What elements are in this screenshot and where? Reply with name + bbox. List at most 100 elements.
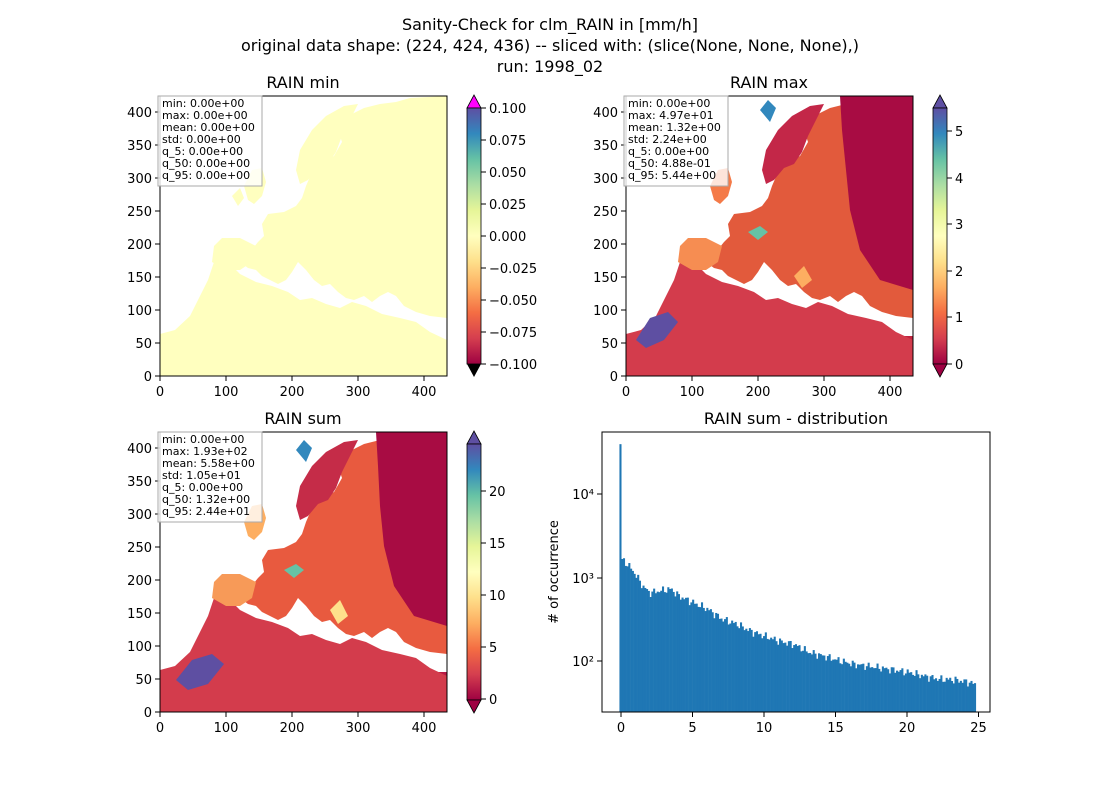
land-iberia <box>212 574 256 606</box>
histogram-bar <box>738 628 741 712</box>
histogram-bar <box>924 674 927 712</box>
histogram-bar <box>888 673 891 712</box>
panel-title-min: RAIN min <box>266 73 339 92</box>
histogram-bar <box>949 677 952 712</box>
histogram-bar <box>833 659 837 712</box>
histogram-bar <box>919 678 922 712</box>
ytick-label: 150 <box>127 271 152 286</box>
histogram-bar <box>656 591 659 712</box>
histogram-bar <box>621 558 624 712</box>
histogram-xticks <box>620 712 979 717</box>
histogram-title: RAIN sum - distribution <box>704 409 888 428</box>
colorbar-tick-label: 0.000 <box>489 230 526 245</box>
histogram-bar <box>700 602 704 712</box>
land-africa <box>160 598 447 712</box>
histogram-bar <box>752 636 755 712</box>
map-tick-labels-min: 0 100 200 300 400 0 50 100 150 200 250 3… <box>127 106 436 400</box>
histogram-bar <box>805 651 808 712</box>
stat-line: max: 4.97e+01 <box>628 109 714 122</box>
histogram-bar <box>702 607 705 712</box>
histogram-bar <box>807 653 810 712</box>
colorbar-tick-label: 10 <box>489 589 506 604</box>
histogram-bar <box>830 660 833 712</box>
xtick-label: 100 <box>214 385 239 400</box>
stat-line: q_95: 5.44e+00 <box>628 169 716 182</box>
ytick-label: 300 <box>127 508 152 523</box>
map-tick-labels-max: 0 100 200 300 400 0 50 100 150 200 250 3… <box>593 106 902 400</box>
colorbar-body <box>932 107 948 365</box>
histogram-bar <box>750 629 753 712</box>
histogram-bar <box>745 628 748 712</box>
colorbar-tick-label: 0.050 <box>489 166 526 181</box>
histogram-bar <box>638 580 642 712</box>
histogram-bar <box>718 618 721 712</box>
histogram-bar <box>956 678 959 712</box>
histogram-bar <box>872 668 876 712</box>
histogram-bar <box>904 673 907 712</box>
histogram-bar <box>647 590 650 712</box>
histogram-bar <box>711 612 714 712</box>
heavy-rain-balkans <box>794 266 812 288</box>
land-europe <box>240 96 447 318</box>
histogram-bar <box>855 668 858 712</box>
stat-line: q_5: 0.00e+00 <box>628 145 709 158</box>
histogram-bar <box>876 663 879 712</box>
histogram-bar <box>896 670 899 712</box>
histogram-bar <box>688 605 691 712</box>
histogram-bar <box>624 565 627 712</box>
histogram-bar <box>961 682 964 712</box>
histogram-bar <box>715 612 718 712</box>
land-scandinavia <box>296 440 358 520</box>
colorbar-tick-label: 0 <box>489 693 497 708</box>
xtick-label: 200 <box>746 385 771 400</box>
histogram-bar <box>823 655 826 712</box>
histogram-bar <box>892 667 895 712</box>
histogram-bar <box>686 597 689 712</box>
stats-box-sum: min: 0.00e+00 max: 1.93e+02 mean: 5.58e+… <box>157 431 263 523</box>
suptitle-line1: Sanity-Check for clm_RAIN in [mm/h] <box>402 15 698 35</box>
ytick-label: 10³ <box>572 572 594 587</box>
map-rain-sum <box>160 432 447 712</box>
histogram-bar <box>757 634 760 712</box>
histogram-bar <box>693 603 696 712</box>
histogram-bar <box>695 603 698 712</box>
histogram-bar <box>764 632 767 712</box>
histogram-bar <box>644 587 647 712</box>
stat-line: std: 2.24e+00 <box>628 133 707 146</box>
colorbar-tick-label: −0.100 <box>489 358 537 373</box>
histogram-bar <box>826 656 829 712</box>
xtick-label: 300 <box>812 385 837 400</box>
stat-line: mean: 1.32e+00 <box>628 121 721 134</box>
ytick-label: 50 <box>135 673 152 688</box>
land-iberia <box>212 238 256 270</box>
histogram-bar <box>766 638 769 712</box>
histogram-bar <box>739 622 743 712</box>
histogram-bar <box>800 651 803 712</box>
histogram-bar <box>755 631 759 712</box>
histogram-xtick-labels: 0 5 10 15 20 25 <box>617 721 987 736</box>
histogram-bar <box>725 617 728 712</box>
histogram-bar <box>885 667 888 712</box>
colorbar-extend-top <box>466 94 482 109</box>
histogram-bar <box>809 652 812 712</box>
histogram-bar <box>658 592 661 712</box>
stat-line: max: 1.93e+02 <box>162 445 248 458</box>
histogram-bar <box>782 643 785 712</box>
histogram-bar <box>966 686 969 712</box>
xtick-label: 400 <box>878 385 903 400</box>
histogram-bar <box>649 597 652 712</box>
histogram-bar <box>853 662 856 712</box>
histogram-bar <box>670 588 673 712</box>
histogram-bar <box>974 683 977 712</box>
histogram-bar <box>642 585 645 712</box>
histogram-bar <box>637 574 640 712</box>
stats-box-min: min: 0.00e+00 max: 0.00e+00 mean: 0.00e+… <box>157 95 263 187</box>
histogram-bar <box>646 589 649 712</box>
colorbar-extend-bottom <box>466 699 482 714</box>
histogram-bar <box>878 668 881 712</box>
histogram-bar <box>699 607 702 712</box>
histogram-bar <box>747 631 750 712</box>
colorbar-tick-label: −0.075 <box>489 326 537 341</box>
colorbar-extend-bottom <box>467 364 481 377</box>
